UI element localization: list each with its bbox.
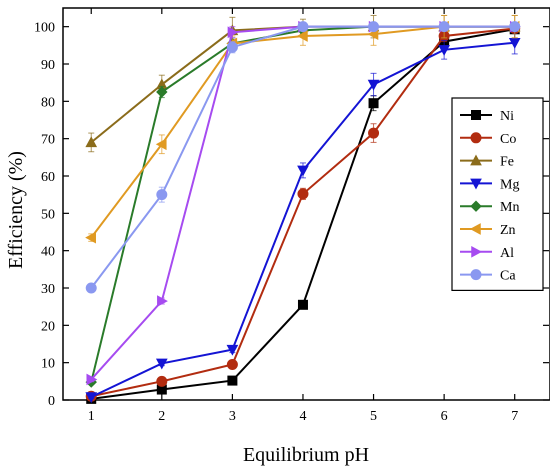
y-tick-label: 90 [41, 58, 55, 73]
data-point [367, 79, 380, 91]
data-point [227, 26, 239, 39]
series-line [91, 27, 515, 398]
data-point [86, 373, 98, 386]
data-point [156, 189, 168, 201]
legend-marker [470, 154, 482, 166]
legend-label: Co [500, 132, 516, 147]
y-tick-label: 70 [41, 133, 55, 148]
legend-marker [471, 245, 483, 258]
legend-marker [470, 200, 482, 212]
legend-label: Fe [500, 155, 514, 170]
series-line [90, 41, 515, 398]
x-tick-label: 7 [511, 409, 518, 424]
series-line [90, 25, 515, 289]
data-point [508, 37, 521, 49]
data-point [85, 231, 96, 244]
data-point [297, 21, 309, 33]
legend-label: Ni [500, 109, 514, 124]
data-point [226, 344, 239, 356]
data-point [226, 41, 238, 53]
plot-frame [62, 7, 550, 401]
series-line [91, 28, 515, 400]
x-tick-label: 1 [88, 409, 95, 424]
legend-marker [469, 223, 481, 235]
y-tick-label: 20 [41, 319, 55, 334]
y-tick-label: 30 [41, 282, 55, 297]
legend-marker [470, 178, 482, 190]
x-axis-title: Equilibrium pH [243, 444, 369, 466]
data-point [85, 392, 98, 404]
data-point [226, 359, 238, 371]
plot-area: 1 2 3 4 5 6 70102030405060708090100NiCoFeMgMnZ… [34, 7, 550, 424]
series-ca [85, 21, 521, 294]
data-point [368, 21, 380, 33]
data-point [296, 30, 308, 42]
data-point [155, 138, 167, 151]
data-point [368, 98, 379, 109]
data-point [438, 21, 450, 33]
data-point [227, 375, 238, 386]
legend-marker [471, 110, 481, 120]
legend-marker [470, 132, 482, 144]
x-tick-label: 6 [441, 409, 448, 424]
legend: Ni Co Fe Mg Mn Zn Al Ca [451, 97, 544, 291]
series-mg [85, 31, 521, 404]
y-tick-label: 50 [41, 207, 55, 222]
y-tick-label: 40 [41, 245, 55, 260]
legend-box [451, 97, 544, 291]
y-tick-label: 10 [41, 357, 55, 372]
y-tick-label: 60 [41, 170, 55, 185]
data-point [297, 188, 309, 200]
data-point [297, 299, 308, 310]
data-point [85, 136, 98, 148]
data-point [155, 358, 168, 370]
y-tick-label: 0 [48, 394, 55, 409]
data-point [85, 282, 97, 294]
y-axis-title: Efficiency (%) [5, 151, 27, 269]
data-point [297, 165, 309, 177]
legend-label: Mg [500, 177, 519, 192]
legend-label: Al [500, 246, 514, 261]
data-point [157, 295, 168, 307]
data-point [156, 375, 168, 387]
data-point [509, 21, 521, 33]
x-tick-label: 3 [229, 409, 236, 424]
data-point [438, 45, 450, 56]
legend-label: Zn [500, 223, 516, 238]
x-tick-label: 2 [158, 409, 165, 424]
x-tick-label: 4 [299, 409, 306, 424]
legend-label: Ca [500, 269, 516, 284]
legend-label: Mn [500, 200, 519, 215]
y-tick-label: 100 [34, 21, 55, 36]
data-point [368, 127, 380, 139]
y-tick-label: 80 [41, 95, 55, 110]
data-point [156, 86, 168, 98]
series-line [90, 25, 515, 239]
x-tick-label: 5 [370, 409, 377, 424]
legend-marker [470, 269, 482, 281]
